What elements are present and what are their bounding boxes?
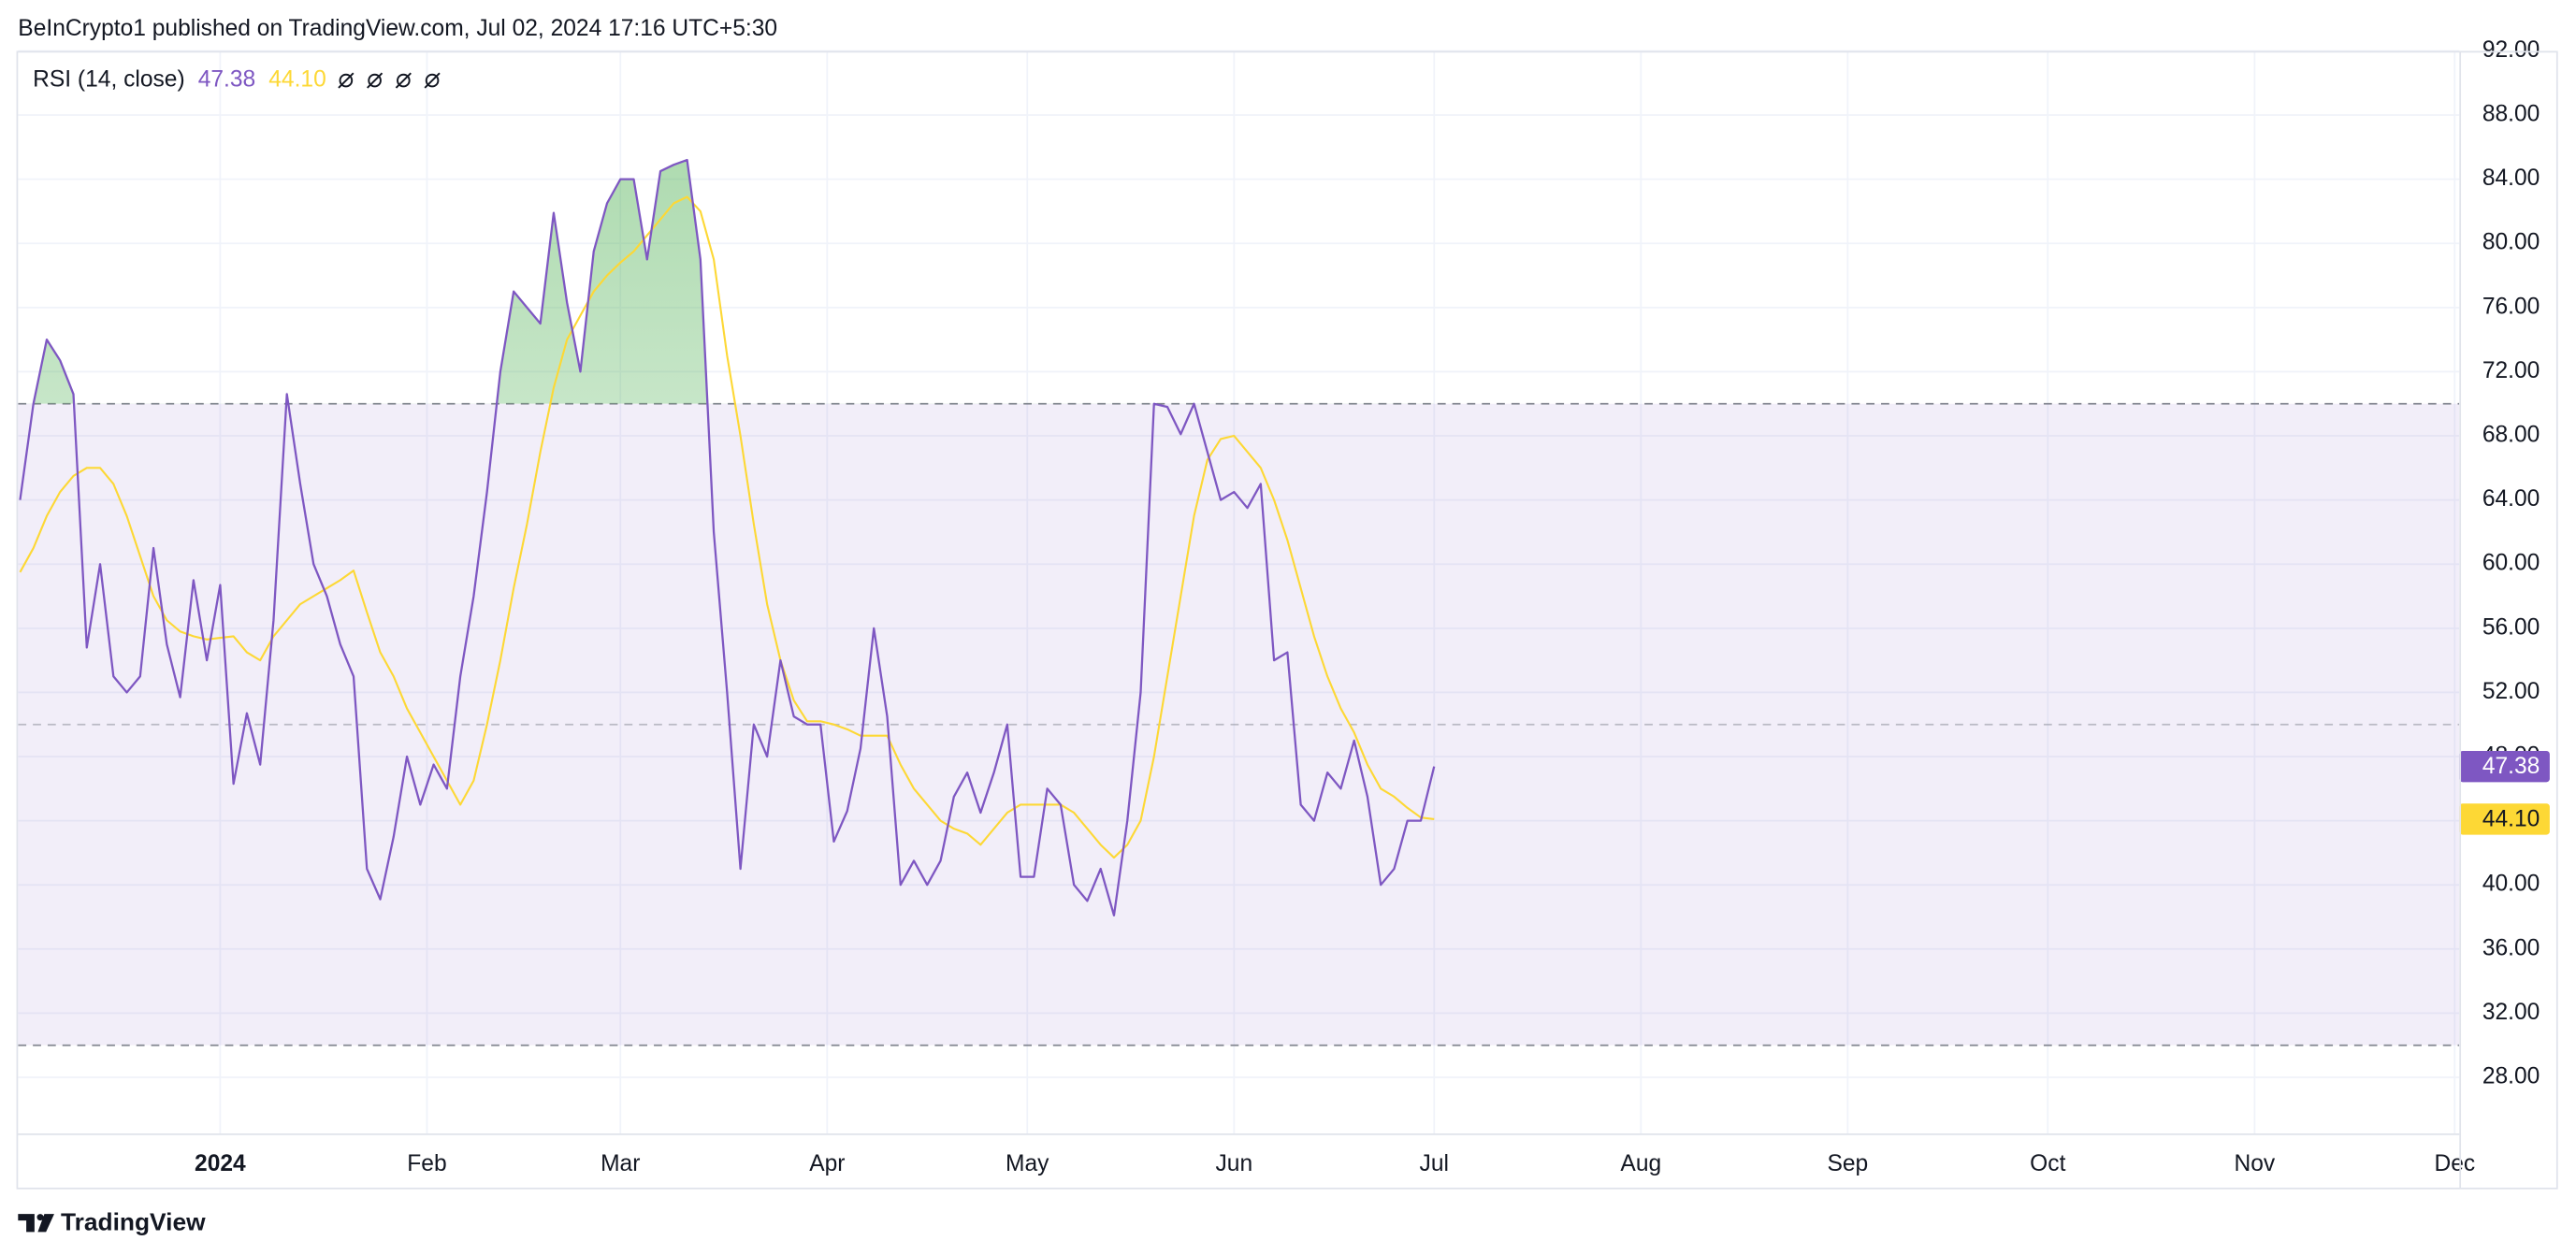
y-tick-label: 40.00 [2482, 872, 2540, 897]
y-tick-label: 28.00 [2482, 1063, 2540, 1089]
legend-title: RSI (14, close) [33, 67, 185, 93]
legend: RSI (14, close) 47.38 44.10 [33, 67, 441, 93]
x-tick-label: Oct [2030, 1151, 2065, 1176]
x-tick-label: Apr [809, 1151, 845, 1176]
x-tick-label: Jun [1215, 1151, 1252, 1176]
chart-frame [16, 50, 2558, 1190]
logo-dot [36, 1214, 44, 1221]
last-value-tag [2459, 750, 2550, 783]
last-value-label: 47.38 [2482, 754, 2540, 779]
footer-brand: TradingView [61, 1208, 206, 1236]
y-tick-label: 84.00 [2482, 166, 2540, 191]
y-tick-label: 52.00 [2482, 679, 2540, 704]
axes: 2024 Feb Mar Apr May Jun Jul Aug Sep Oct Nov Dec 28.… [195, 37, 2550, 1176]
rsi-ma-line [19, 195, 1435, 859]
legend-icon [425, 73, 440, 88]
rsi-line [19, 158, 1436, 916]
legend-icon-slash [395, 72, 412, 89]
y-tick-label: 80.00 [2482, 230, 2540, 255]
legend-icon [368, 73, 382, 88]
legend-value: 44.10 [268, 67, 326, 93]
y-tick-label: 92.00 [2482, 37, 2540, 63]
y-tick-label: 64.00 [2482, 486, 2540, 512]
logo-mark [18, 1214, 54, 1233]
price-axis-panel [2459, 50, 2556, 1188]
y-tick-label: 72.00 [2482, 358, 2540, 383]
legend-icons [338, 72, 441, 89]
legend-value: 47.38 [198, 67, 256, 93]
last-value-tag [2459, 803, 2550, 835]
legend-icon [339, 73, 354, 88]
plot-area [18, 158, 2460, 1046]
last-value-label: 44.10 [2482, 806, 2540, 831]
x-tick-label: Feb [407, 1151, 446, 1176]
x-tick-label: Sep [1828, 1151, 1869, 1176]
y-tick-label: 88.00 [2482, 102, 2540, 127]
x-tick-label: Nov [2235, 1151, 2276, 1176]
legend-icon-slash [338, 72, 355, 89]
y-tick-label: 76.00 [2482, 294, 2540, 319]
y-tick-label: 36.00 [2482, 935, 2540, 960]
x-tick-label: Jul [1420, 1151, 1449, 1176]
footer-logo [18, 1214, 54, 1233]
x-tick-label: Aug [1620, 1151, 1661, 1176]
x-tick-label: Mar [601, 1151, 640, 1176]
y-tick-label: 32.00 [2482, 1000, 2540, 1025]
y-tick-label: 60.00 [2482, 551, 2540, 576]
legend-icon-slash [367, 72, 384, 89]
x-tick-label: May [1006, 1151, 1049, 1176]
x-tick-label: Dec [2434, 1151, 2475, 1176]
legend-icon [397, 73, 411, 88]
y-tick-label: 56.00 [2482, 614, 2540, 640]
x-tick-label: 2024 [195, 1151, 246, 1176]
legend-icon-slash [424, 72, 441, 89]
header-text: BeInCrypto1 published on TradingView.com… [18, 16, 777, 41]
y-tick-label: 68.00 [2482, 423, 2540, 448]
